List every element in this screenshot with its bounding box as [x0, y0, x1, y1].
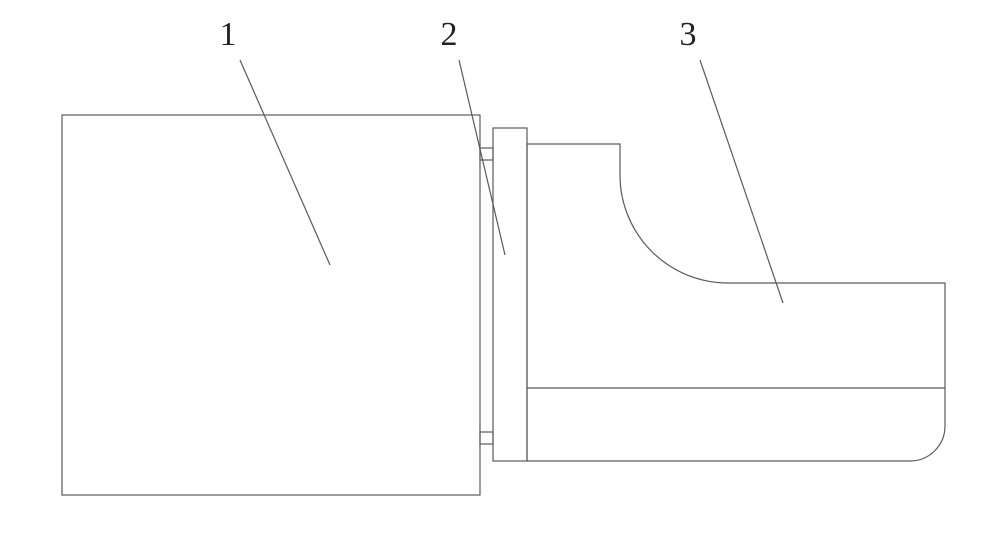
label-1: 1 — [220, 16, 237, 53]
label-3: 3 — [680, 16, 697, 53]
connector-stub-bottom — [480, 432, 493, 444]
leader-line-1 — [240, 60, 330, 265]
leader-line-2 — [459, 60, 505, 255]
leader-line-3 — [700, 60, 783, 303]
part-3-body-outline — [527, 144, 945, 461]
engineering-diagram: 1 2 3 — [0, 0, 1000, 543]
part-1-block — [62, 115, 480, 495]
part-2-flange — [493, 128, 527, 461]
label-2: 2 — [441, 16, 458, 53]
